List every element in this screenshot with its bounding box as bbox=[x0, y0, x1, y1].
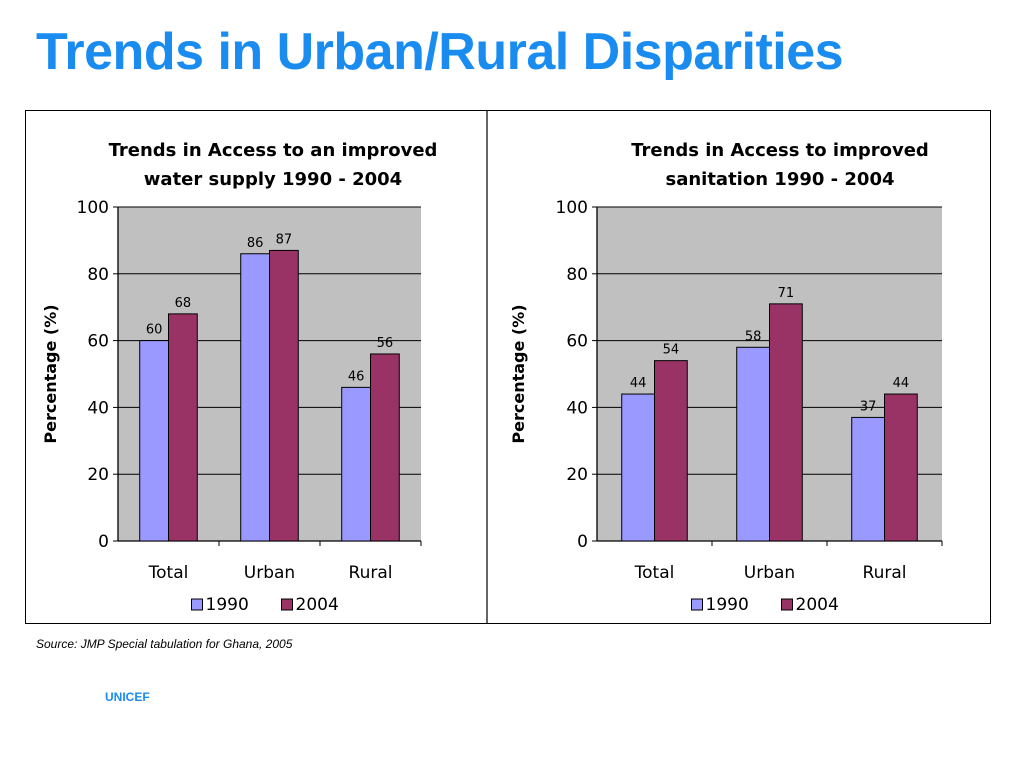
data-label: 71 bbox=[778, 286, 795, 301]
data-label: 56 bbox=[377, 336, 394, 351]
y-tick-label: 100 bbox=[556, 198, 588, 218]
x-tick-label: Rural bbox=[349, 563, 393, 583]
bar-2004-rural bbox=[884, 393, 918, 542]
chart-title-line: Trends in Access to an improved bbox=[109, 140, 438, 161]
data-label: 44 bbox=[893, 376, 910, 391]
chart-title-line: water supply 1990 - 2004 bbox=[144, 169, 402, 190]
y-tick-label: 40 bbox=[566, 398, 588, 418]
source-note: Source: JMP Special tabulation for Ghana… bbox=[36, 637, 293, 651]
bar-1990-rural bbox=[851, 416, 886, 542]
charts-svg: Trends in Access to an improved water sup… bbox=[41, 111, 943, 623]
legend-label: 1990 bbox=[206, 595, 249, 615]
legend-label: 2004 bbox=[796, 595, 839, 615]
chart-title-line: Trends in Access to improved bbox=[631, 140, 929, 161]
x-tick-label: Urban bbox=[744, 563, 795, 583]
y-tick-label: 60 bbox=[87, 332, 109, 352]
y-tick-label: 100 bbox=[77, 198, 109, 218]
y-tick-label: 40 bbox=[87, 398, 109, 418]
x-tick-label: Urban bbox=[244, 563, 295, 583]
data-label: 60 bbox=[146, 323, 163, 338]
legend-swatch-1990 bbox=[191, 598, 203, 611]
y-tick-label: 60 bbox=[566, 332, 588, 352]
bar-1990-urban bbox=[240, 253, 270, 542]
bar-2004-urban bbox=[769, 303, 803, 542]
bar-2004-total bbox=[654, 360, 688, 542]
bar-1990-urban bbox=[736, 346, 771, 542]
y-axis-label: Percentage (%) bbox=[41, 304, 60, 443]
data-label: 86 bbox=[247, 236, 264, 251]
legend-swatch-1990 bbox=[691, 598, 703, 611]
y-axis-label: Percentage (%) bbox=[509, 304, 528, 443]
bar-1990-rural bbox=[341, 386, 371, 542]
data-label: 46 bbox=[348, 369, 365, 384]
chart-1: Trends in Access to an improved water sup… bbox=[41, 140, 437, 615]
y-tick-label: 80 bbox=[566, 265, 588, 285]
x-tick-label: Total bbox=[148, 563, 189, 583]
y-tick-label: 20 bbox=[87, 465, 109, 485]
y-tick-label: 80 bbox=[87, 265, 109, 285]
bar-2004-rural bbox=[370, 353, 400, 542]
bar-2004-total bbox=[168, 313, 198, 542]
data-label: 54 bbox=[663, 343, 680, 358]
chart-title-line: sanitation 1990 - 2004 bbox=[665, 169, 894, 190]
data-label: 58 bbox=[745, 329, 762, 344]
org-label: UNICEF bbox=[105, 690, 150, 704]
legend-swatch-2004 bbox=[281, 598, 293, 611]
y-tick-label: 20 bbox=[566, 465, 588, 485]
legend-label: 1990 bbox=[706, 595, 749, 615]
data-label: 44 bbox=[630, 376, 647, 391]
x-tick-label: Total bbox=[634, 563, 675, 583]
bar-2004-urban bbox=[269, 249, 299, 542]
chart-frame: Trends in Access to an improved water sup… bbox=[25, 110, 991, 624]
legend-swatch-2004 bbox=[781, 598, 793, 611]
data-label: 87 bbox=[276, 232, 293, 247]
x-tick-label: Rural bbox=[863, 563, 907, 583]
legend-label: 2004 bbox=[296, 595, 339, 615]
chart-2: Trends in Access to improved sanitation 1… bbox=[509, 140, 943, 615]
y-tick-label: 0 bbox=[98, 532, 109, 552]
bar-1990-total bbox=[621, 393, 656, 542]
data-label: 68 bbox=[175, 296, 192, 311]
y-tick-label: 0 bbox=[577, 532, 588, 552]
page-title: Trends in Urban/Rural Disparities bbox=[36, 23, 844, 81]
bar-1990-total bbox=[139, 340, 169, 542]
data-label: 37 bbox=[860, 399, 877, 414]
